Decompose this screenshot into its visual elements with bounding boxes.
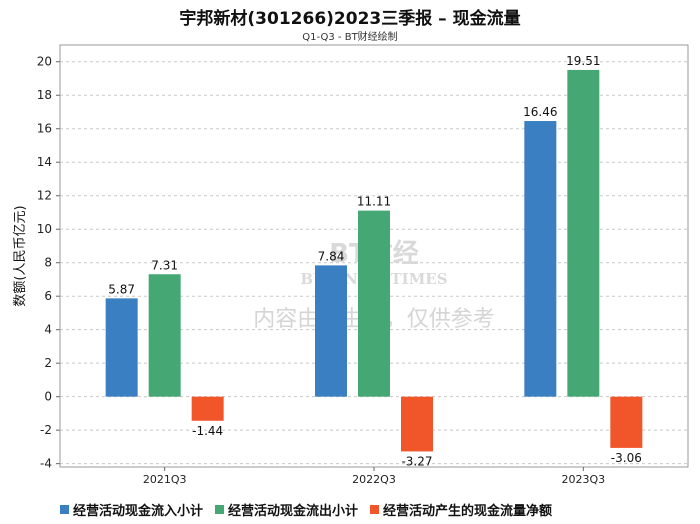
data-label: 16.46: [523, 105, 557, 119]
data-label: -3.06: [611, 451, 642, 465]
legend: 经营活动现金流入小计 经营活动现金流出小计 经营活动产生的现金流量净额: [60, 500, 700, 519]
bar-2023Q3-3: [610, 396, 643, 448]
y-tick-label: 2: [44, 356, 52, 370]
legend-label: 经营活动现金流出小计: [228, 504, 359, 519]
y-tick-label: 18: [37, 88, 52, 102]
x-tick-label: 2022Q3: [352, 473, 396, 486]
chart-title: 宇邦新材(301266)2023三季报 – 现金流量: [179, 9, 521, 29]
y-tick-label: 16: [37, 122, 52, 136]
y-tick-label: -2: [40, 423, 52, 437]
y-axis-label: 数额(人民币亿元): [13, 205, 28, 306]
y-tick-label: 4: [44, 323, 52, 337]
legend-swatch: [60, 505, 69, 514]
y-tick-label: 20: [37, 55, 52, 69]
y-tick-label: 0: [44, 390, 52, 404]
bar-2022Q3-3: [401, 396, 433, 452]
legend-label: 经营活动产生的现金流量净额: [383, 504, 553, 519]
data-label: 11.11: [357, 195, 391, 209]
y-tick-label: 8: [44, 256, 52, 270]
y-tick-label: 6: [44, 289, 52, 303]
bar-2021Q3-3: [191, 396, 224, 421]
bar-2023Q3-2: [567, 69, 600, 397]
y-tick-label: -4: [40, 457, 52, 471]
data-label: 5.87: [108, 282, 135, 296]
bar-2021Q3-2: [148, 274, 181, 397]
x-tick-label: 2023Q3: [562, 473, 606, 486]
data-label: 7.31: [151, 258, 178, 272]
bar-2023Q3-1: [524, 121, 557, 397]
bar-2022Q3-1: [315, 265, 347, 397]
data-label: 7.84: [318, 249, 345, 263]
data-label: -3.27: [401, 454, 432, 468]
data-label: -1.44: [192, 424, 223, 438]
y-tick-label: 12: [37, 189, 52, 203]
legend-item: 经营活动现金流出小计: [215, 500, 358, 519]
data-label: 19.51: [566, 54, 600, 68]
legend-item: 经营活动产生的现金流量净额: [370, 500, 552, 519]
x-tick-label: 2021Q3: [143, 473, 187, 486]
y-tick-label: 14: [37, 155, 52, 169]
legend-item: 经营活动现金流入小计: [60, 500, 203, 519]
legend-swatch: [215, 505, 225, 514]
y-tick-label: 10: [37, 222, 52, 236]
legend-swatch: [370, 505, 380, 514]
chart-subtitle: Q1-Q3 - BT财经绘制: [302, 32, 398, 43]
bar-2022Q3-2: [358, 210, 390, 397]
bar-2021Q3-1: [105, 298, 138, 397]
legend-label: 经营活动现金流入小计: [73, 504, 204, 519]
